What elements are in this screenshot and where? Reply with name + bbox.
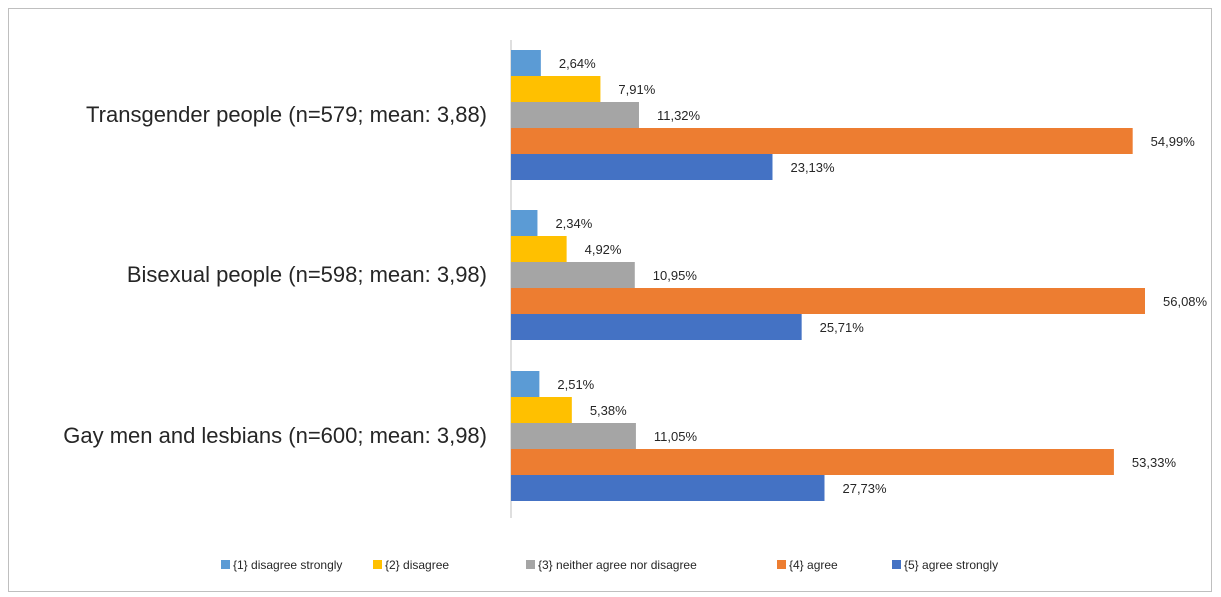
data-label: 23,13% xyxy=(790,160,835,175)
bar xyxy=(511,397,572,423)
data-label: 10,95% xyxy=(653,268,698,283)
bar xyxy=(511,154,773,180)
data-label: 56,08% xyxy=(1163,294,1208,309)
bar xyxy=(511,128,1133,154)
legend-swatch xyxy=(892,560,901,569)
bar xyxy=(511,102,639,128)
data-label: 25,71% xyxy=(820,320,865,335)
bar xyxy=(511,475,825,501)
data-label: 7,91% xyxy=(618,82,655,97)
data-label: 11,32% xyxy=(657,108,701,123)
category-label: Bisexual people (n=598; mean: 3,98) xyxy=(127,262,487,287)
data-label: 53,33% xyxy=(1132,455,1177,470)
data-label: 54,99% xyxy=(1151,134,1196,149)
bar xyxy=(511,236,567,262)
bar xyxy=(511,50,541,76)
bar xyxy=(511,262,635,288)
bar xyxy=(511,314,802,340)
legend-swatch xyxy=(221,560,230,569)
data-label: 2,34% xyxy=(555,216,592,231)
bar xyxy=(511,288,1145,314)
category-label: Gay men and lesbians (n=600; mean: 3,98) xyxy=(63,423,487,448)
bar xyxy=(511,210,538,236)
data-label: 5,38% xyxy=(590,403,627,418)
legend-swatch xyxy=(526,560,535,569)
data-label: 2,64% xyxy=(559,56,596,71)
legend-label: {3} neither agree nor disagree xyxy=(538,558,697,572)
data-label: 11,05% xyxy=(654,429,698,444)
category-label: Transgender people (n=579; mean: 3,88) xyxy=(86,102,487,127)
legend-swatch xyxy=(373,560,382,569)
bar xyxy=(511,76,601,102)
data-label: 27,73% xyxy=(842,481,887,496)
legend-label: {5} agree strongly xyxy=(904,558,998,572)
legend-swatch xyxy=(777,560,786,569)
bar xyxy=(511,371,540,397)
legend-label: {4} agree xyxy=(789,558,838,572)
bar xyxy=(511,449,1114,475)
data-label: 4,92% xyxy=(585,242,622,257)
bar xyxy=(511,423,636,449)
legend-label: {1} disagree strongly xyxy=(233,558,342,572)
data-label: 2,51% xyxy=(557,377,594,392)
legend-label: {2} disagree xyxy=(385,558,449,572)
